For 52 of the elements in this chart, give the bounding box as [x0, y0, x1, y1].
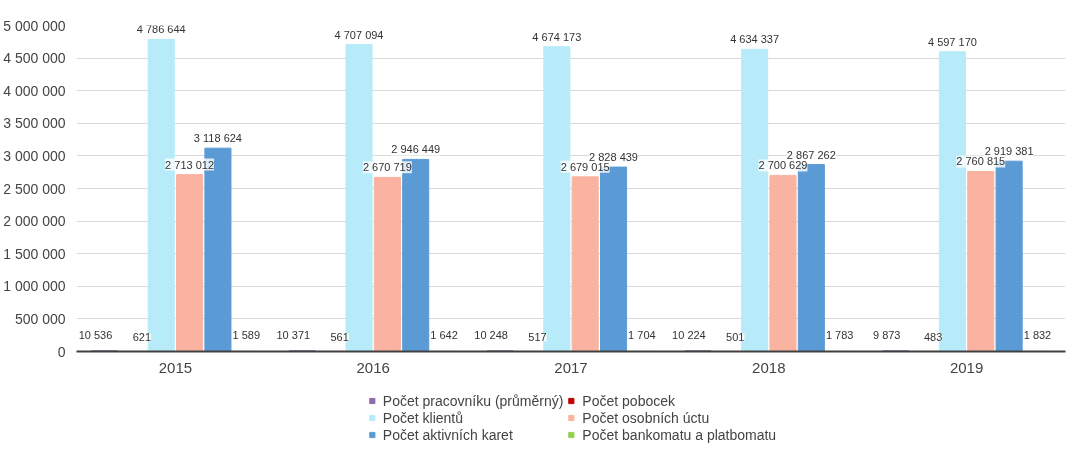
data-label: 2 713 012 — [165, 158, 215, 171]
data-label: 2 760 815 — [956, 155, 1006, 168]
data-label: 2 670 719 — [362, 161, 412, 174]
legend-label: Počet pobocek — [582, 392, 675, 409]
y-tick-label: 2 000 000 — [3, 213, 66, 230]
data-label: 483 — [923, 331, 943, 344]
data-label: 10 536 — [78, 328, 113, 341]
y-tick-label: 4 000 000 — [3, 82, 66, 99]
x-tick-label: 2019 — [949, 358, 984, 376]
legend-label: Počet pracovníku (průměrný) — [382, 392, 564, 409]
data-label: 517 — [528, 331, 547, 344]
data-label: 2 679 015 — [560, 160, 610, 173]
data-label: 4 786 644 — [136, 23, 186, 36]
y-tick-label: 5 000 000 — [3, 17, 66, 34]
x-tick-label: 2016 — [356, 358, 390, 376]
y-tick-label: 4 500 000 — [3, 50, 66, 67]
data-label: 4 597 170 — [927, 35, 977, 48]
legend-label: Počet osobních úctu — [582, 409, 710, 426]
data-label: 1 832 — [1023, 329, 1052, 342]
y-tick-label: 0 — [57, 343, 66, 360]
data-label: 2 700 629 — [758, 159, 808, 172]
data-label: 501 — [726, 331, 745, 344]
data-label: 4 674 173 — [532, 30, 582, 43]
data-label: 3 118 624 — [193, 132, 242, 145]
data-label: 621 — [132, 331, 152, 344]
data-label: 9 873 — [872, 328, 901, 341]
x-tick-label: 2018 — [752, 358, 786, 376]
data-label: 561 — [330, 331, 349, 344]
data-label: 1 642 — [430, 329, 458, 342]
legend-label: Počet aktivních karet — [382, 426, 513, 443]
data-label: 4 707 094 — [334, 28, 384, 41]
y-tick-label: 1 500 000 — [3, 245, 66, 262]
data-label: 1 704 — [628, 329, 656, 342]
data-label: 1 783 — [825, 329, 854, 342]
y-tick-label: 3 000 000 — [3, 147, 66, 164]
y-tick-label: 2 500 000 — [3, 180, 66, 197]
data-label: 10 248 — [474, 328, 508, 341]
data-label: 4 634 337 — [730, 33, 780, 46]
data-label: 2 867 262 — [786, 148, 836, 161]
data-label: 10 371 — [276, 328, 311, 341]
legend-label: Počet bankomatu a platbomatu — [582, 426, 777, 443]
x-tick-label: 2015 — [158, 358, 193, 376]
data-label: 10 224 — [672, 328, 706, 341]
y-tick-label: 500 000 — [14, 310, 66, 327]
y-tick-label: 1 000 000 — [3, 278, 66, 295]
y-tick-label: 3 500 000 — [3, 115, 66, 132]
data-label: 1 589 — [232, 329, 261, 342]
data-label: 2 946 449 — [391, 143, 441, 156]
data-label: 2 828 439 — [589, 151, 638, 164]
data-label: 2 919 381 — [984, 145, 1034, 158]
x-tick-label: 2017 — [554, 358, 588, 376]
legend-label: Počet klientů — [382, 409, 464, 426]
